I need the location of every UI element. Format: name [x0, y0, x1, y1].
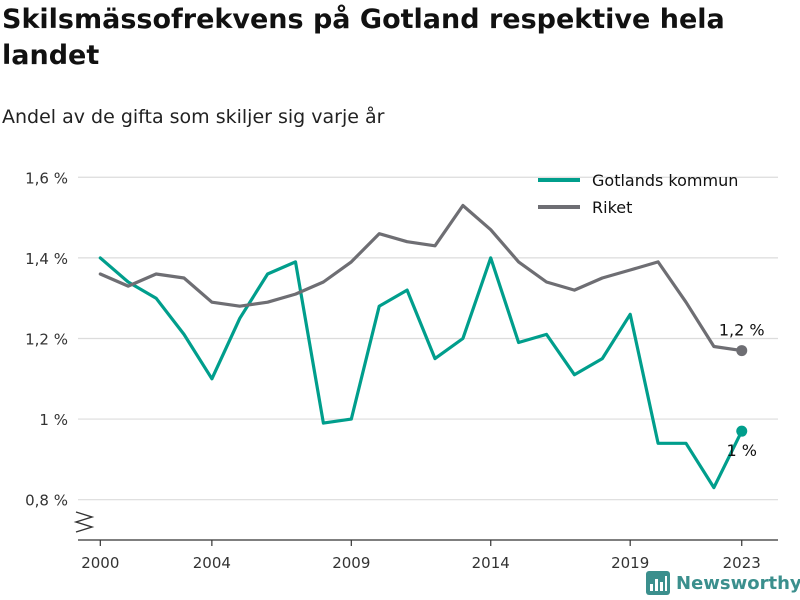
- y-tick-label: 1,4 %: [25, 250, 68, 268]
- x-tick-label: 2014: [472, 554, 510, 572]
- x-tick-label: 2019: [611, 554, 649, 572]
- chart-subtitle: Andel av de gifta som skiljer sig varje …: [2, 106, 385, 128]
- bar-chart-icon: [646, 571, 670, 595]
- legend-label: Riket: [592, 198, 632, 217]
- y-tick-label: 1 %: [39, 411, 68, 429]
- x-tick-label: 2000: [81, 554, 119, 572]
- newsworthy-logo: Newsworthy: [646, 568, 800, 598]
- series-end-label: 1 %: [727, 441, 757, 460]
- legend-label: Gotlands kommun: [592, 171, 738, 190]
- axes: 0,8 % 1 % 1,2 % 1,4 % 1,6 % 2000 2004 2009 2014 2…: [25, 169, 778, 572]
- series-line: [98, 203, 744, 353]
- y-tick-label: 1,2 %: [25, 330, 68, 348]
- series-end-dot: [736, 425, 748, 437]
- x-tick-label: 2004: [193, 554, 231, 572]
- chart-title: Skilsmässofrekvens på Gotland respektive…: [2, 4, 725, 71]
- y-tick-label: 0,8 %: [25, 492, 68, 510]
- x-tick-label: 2009: [332, 554, 370, 572]
- axis-break-icon: [73, 511, 95, 533]
- series-end-dot: [736, 345, 748, 357]
- series-line: [98, 256, 744, 490]
- x-tick-label: 2023: [723, 554, 761, 572]
- legend: Gotlands kommun Riket: [538, 171, 738, 217]
- brand-name: Newsworthy: [676, 572, 800, 594]
- series-lines: 1 % 1,2 %: [98, 203, 765, 490]
- series-end-label: 1,2 %: [719, 321, 765, 340]
- y-tick-label: 1,6 %: [25, 169, 68, 187]
